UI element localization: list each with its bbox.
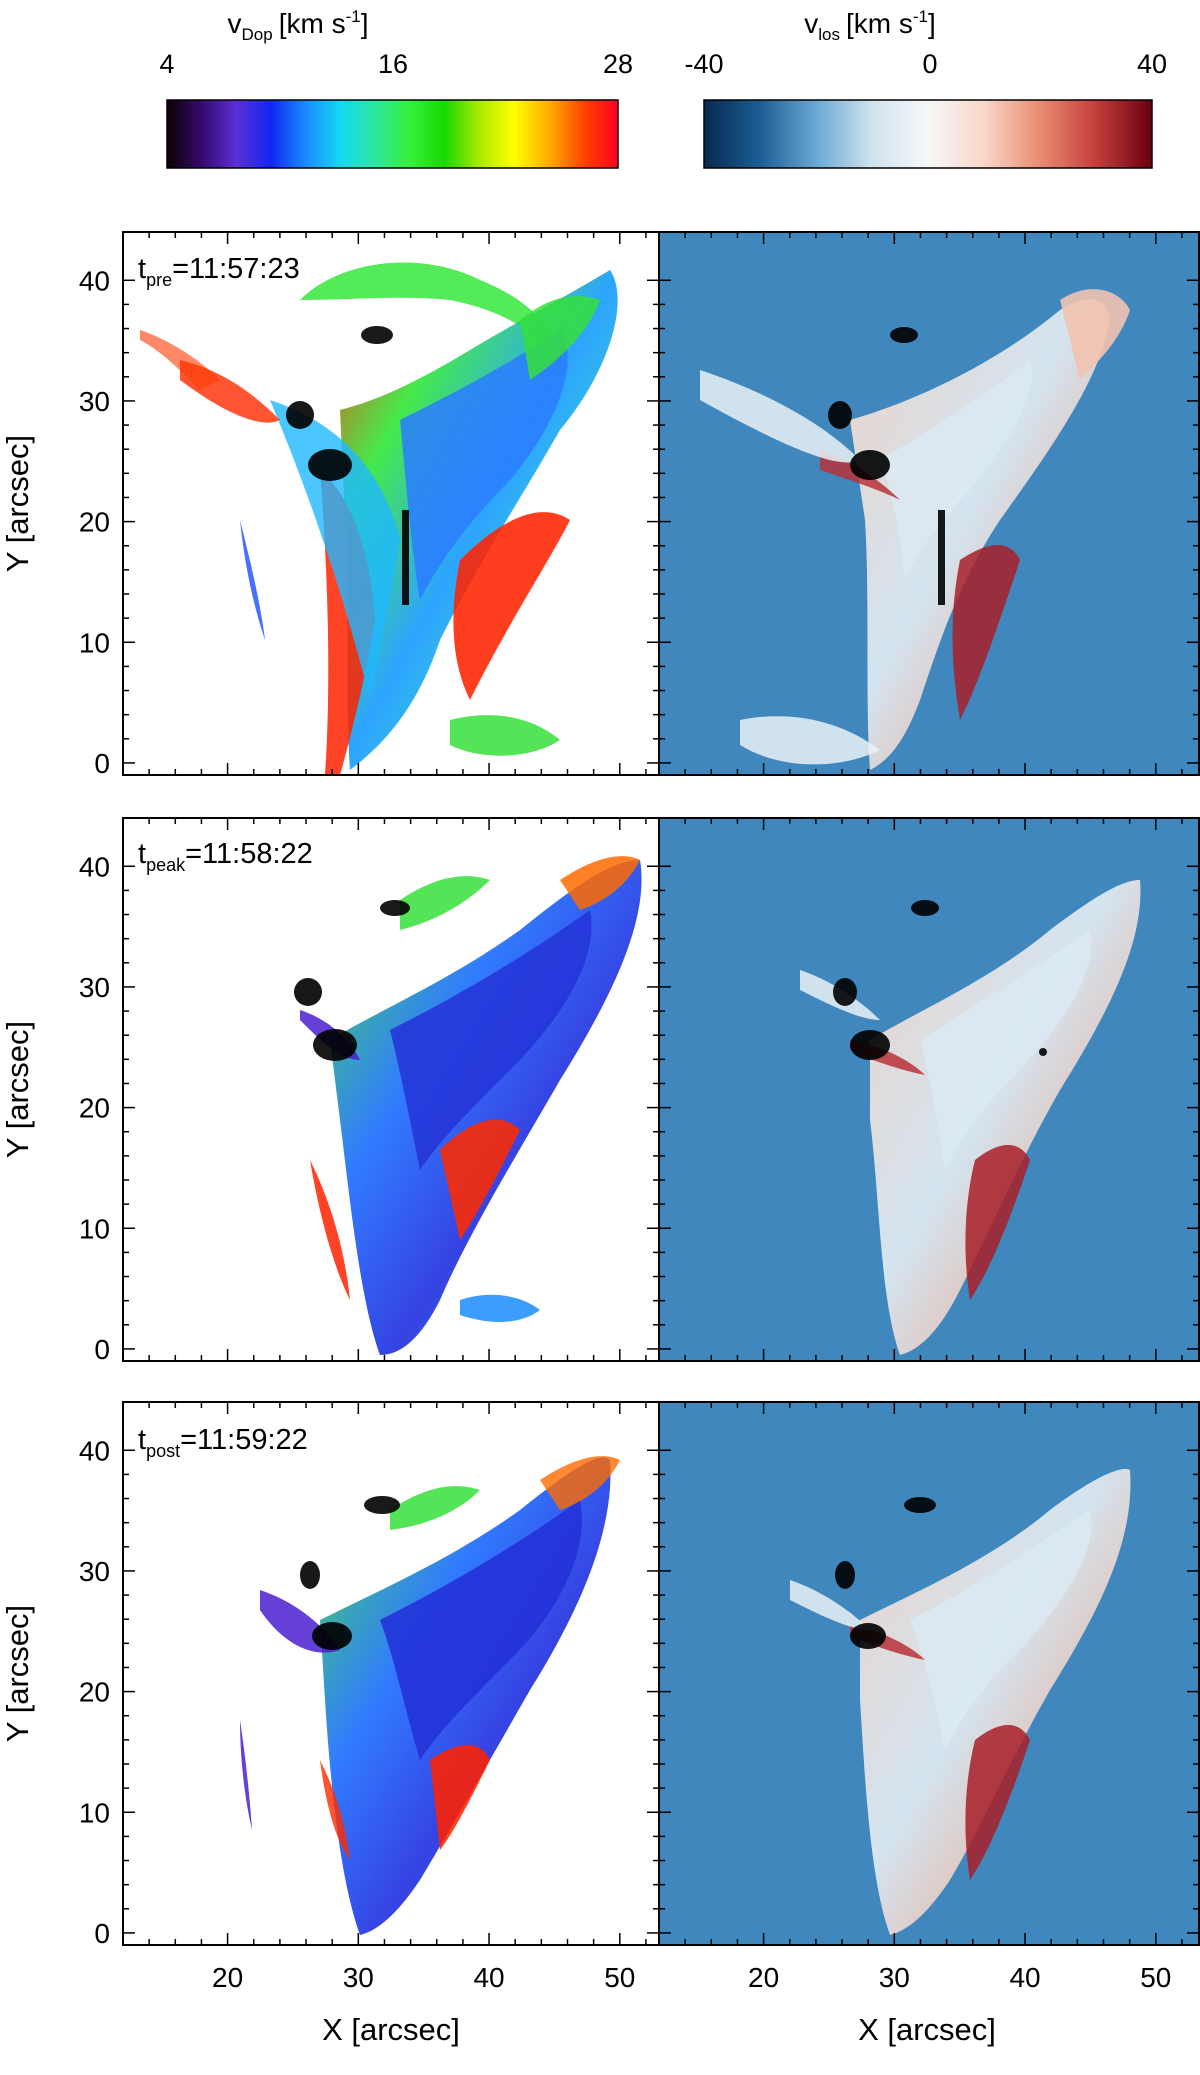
- colorbar-vlos-tick-0: 0: [922, 49, 937, 79]
- x-tick-label: 50: [604, 1962, 635, 1993]
- x-tick-label: 20: [212, 1962, 243, 1993]
- y-tick-label: 40: [79, 851, 110, 882]
- contour-kernels-1: [286, 326, 409, 605]
- vdop-map-3: tpost=11:59:22: [122, 1401, 660, 1946]
- x-axis-label: X [arcsec]: [322, 2012, 460, 2047]
- vlos-map-3: [658, 1401, 1200, 1946]
- y-tick-label: 30: [79, 386, 110, 417]
- colorbar-vdop: vDop [km s-1] 4 16 28: [159, 7, 633, 169]
- y-axis-label: Y [arcsec]: [0, 1021, 35, 1158]
- time-label-1: tpre=11:57:23: [138, 253, 300, 290]
- x-axis-label: X [arcsec]: [858, 2012, 996, 2047]
- colorbar-vdop-bar: [166, 99, 619, 169]
- x-tick-label: 50: [1140, 1962, 1171, 1993]
- vdop-emission-2: [300, 856, 642, 1355]
- vlos-emission-1: [700, 289, 1130, 770]
- colorbar-vlos-tick-neg40: -40: [684, 49, 723, 79]
- colorbar-vlos-bar: [703, 99, 1153, 169]
- y-tick-label: 20: [79, 507, 110, 538]
- y-tick-label: 40: [79, 265, 110, 296]
- x-tick-label: 30: [343, 1962, 374, 1993]
- vlos-map-2: [658, 817, 1200, 1362]
- time-label-2: tpeak=11:58:22: [138, 838, 313, 875]
- y-tick-label: 40: [79, 1435, 110, 1466]
- colorbar-vdop-label: vDop [km s-1]: [228, 7, 369, 44]
- colorbar-vlos-tick-40: 40: [1137, 49, 1167, 79]
- colorbar-vdop-tick-4: 4: [159, 49, 174, 79]
- time-label-3: tpost=11:59:22: [138, 1424, 308, 1461]
- y-tick-label: 0: [94, 1334, 110, 1365]
- x-tick-label: 40: [1009, 1962, 1040, 1993]
- contour-kernels-vlos-3: [835, 1497, 936, 1649]
- vdop-emission-1: [140, 262, 618, 775]
- panel-row-2: tpeak=11:58:22: [122, 817, 1200, 1362]
- vdop-map-2: tpeak=11:58:22: [122, 817, 660, 1362]
- x-tick-label: 30: [879, 1962, 910, 1993]
- y-tick-label: 30: [79, 972, 110, 1003]
- y-tick-label: 20: [79, 1677, 110, 1708]
- vlos-emission-3: [790, 1469, 1131, 1935]
- y-tick-label: 0: [94, 1918, 110, 1949]
- colorbar-vdop-tick-28: 28: [603, 49, 633, 79]
- vdop-emission-3: [240, 1456, 620, 1935]
- x-tick-label: 40: [473, 1962, 504, 1993]
- y-tick-label: 20: [79, 1093, 110, 1124]
- contour-kernels-3: [300, 1496, 400, 1650]
- y-tick-label: 0: [94, 748, 110, 779]
- contour-kernels-2: [294, 900, 410, 1061]
- panel-row-3: tpost=11:59:22: [122, 1401, 1200, 1946]
- y-tick-label: 10: [79, 1213, 110, 1244]
- colorbar-vlos: vlos [km s-1] -40 0 40: [684, 7, 1167, 169]
- colorbar-vdop-tick-16: 16: [378, 49, 408, 79]
- y-axis-label: Y [arcsec]: [0, 1605, 35, 1742]
- contour-kernels-vlos-1: [828, 327, 945, 605]
- y-tick-label: 30: [79, 1556, 110, 1587]
- contour-kernels-vlos-2: [833, 900, 1047, 1060]
- vlos-map-1: [658, 231, 1200, 776]
- vdop-map-1: tpre=11:57:23: [122, 231, 660, 776]
- x-tick-label: 20: [748, 1962, 779, 1993]
- y-axis-label: Y [arcsec]: [0, 435, 35, 572]
- panel-row-1: tpre=11:57:23: [122, 231, 1200, 776]
- y-tick-label: 10: [79, 1797, 110, 1828]
- y-tick-label: 10: [79, 627, 110, 658]
- colorbar-vlos-label: vlos [km s-1]: [804, 7, 936, 44]
- axes-layer: Y [arcsec] 0 10 20 30 40 Y [arcsec] 0 10 20 30 40 Y …: [0, 232, 1199, 2047]
